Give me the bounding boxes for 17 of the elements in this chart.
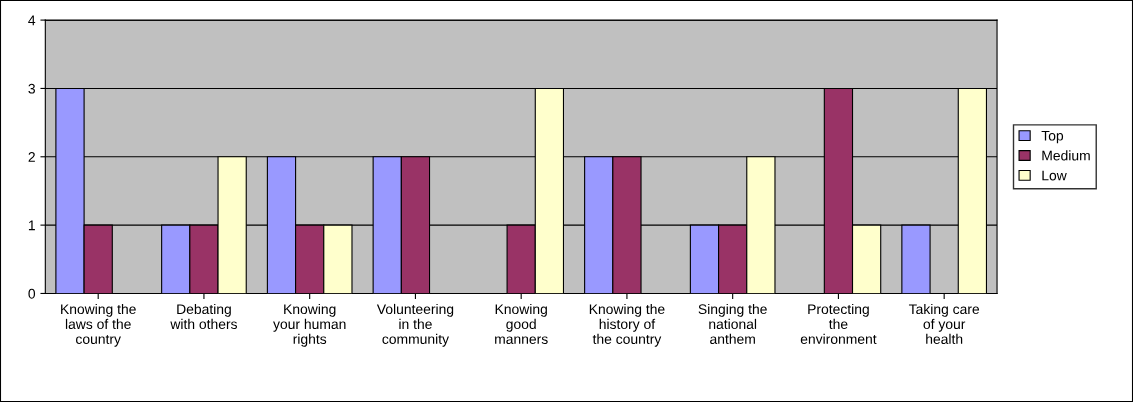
y-tick-label: 2	[28, 152, 35, 162]
y-tick-label: 0	[28, 288, 36, 299]
legend-label: Top	[1041, 130, 1064, 144]
y-tick-label: 1	[28, 220, 35, 231]
legend-label: Low	[1042, 170, 1067, 181]
x-tick-label: Debating with others	[170, 303, 238, 330]
x-tick-label: Knowing the history of the country	[589, 303, 665, 347]
y-tick-label: 3	[28, 83, 35, 94]
x-tick-label: Knowing your human rights	[273, 303, 346, 347]
x-tick-label: Protecting the environment	[800, 303, 877, 344]
x-tick-label: Volunteering in the community	[376, 303, 454, 347]
x-tick-label: Knowing good manners	[495, 303, 548, 344]
y-tick-label: 4	[28, 15, 36, 26]
legend-label: Medium	[1042, 150, 1090, 161]
x-tick-label: Taking care of your health	[908, 303, 980, 344]
x-tick-label: Knowing the laws of the country	[61, 303, 136, 347]
x-tick-label: Singing the national anthem	[698, 303, 767, 344]
